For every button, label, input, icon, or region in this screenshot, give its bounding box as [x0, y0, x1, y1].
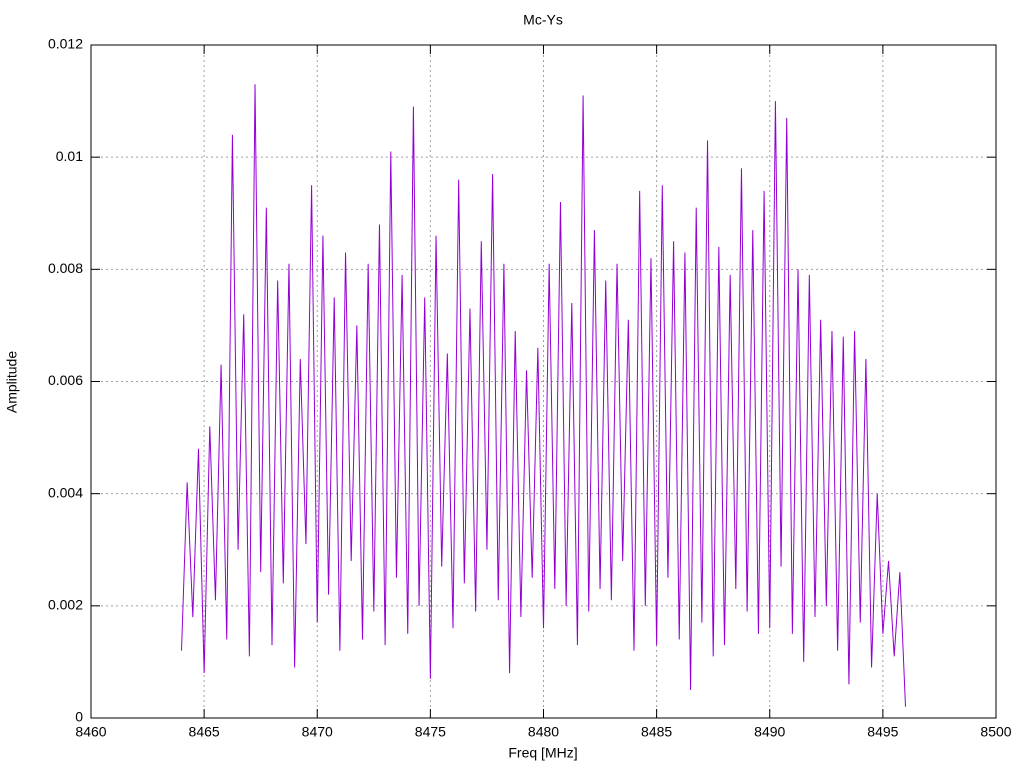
y-tick-label: 0.012 [48, 36, 83, 52]
y-tick-label: 0.01 [56, 148, 83, 164]
x-tick-label: 8500 [980, 724, 1011, 740]
x-tick-label: 8475 [415, 724, 446, 740]
x-tick-label: 8470 [302, 724, 333, 740]
chart-title: Mc-Ys [523, 12, 563, 28]
data-line [181, 84, 906, 707]
plot-frame [90, 44, 997, 719]
y-axis-label: Amplitude [4, 351, 20, 413]
y-tick-label: 0.006 [48, 372, 83, 388]
y-tick-label: 0.004 [48, 484, 83, 500]
y-tick-label: 0.002 [48, 597, 83, 613]
x-tick-label: 8485 [641, 724, 672, 740]
x-axis-label: Freq [MHz] [508, 745, 577, 761]
y-tick-label: 0.008 [48, 260, 83, 276]
y-tick-label: 0 [75, 709, 83, 725]
x-tick-label: 8495 [867, 724, 898, 740]
x-tick-label: 8480 [528, 724, 559, 740]
x-tick-label: 8490 [754, 724, 785, 740]
x-tick-label: 8465 [189, 724, 220, 740]
x-tick-label: 8460 [75, 724, 106, 740]
